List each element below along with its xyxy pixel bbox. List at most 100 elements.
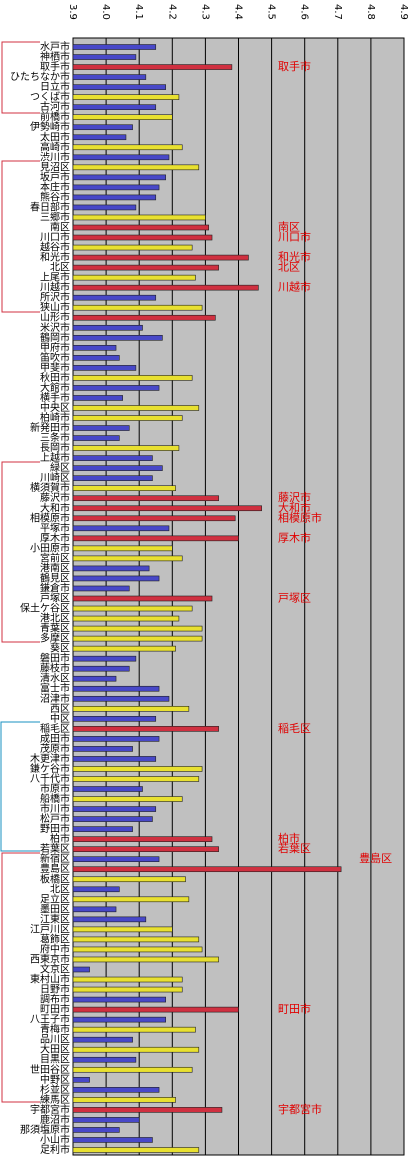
bar [72, 1137, 153, 1143]
bar [72, 224, 210, 231]
y-tick-label: 鹿沼市 [40, 1113, 70, 1126]
x-tick-label: 3.9 [67, 4, 78, 20]
y-tick-label: 新宿区 [40, 852, 70, 865]
bar [72, 365, 137, 371]
y-tick-label: 大和市 [40, 501, 70, 514]
y-tick-label: 見沼区 [40, 160, 70, 173]
y-tick-label: 甲斐市 [40, 361, 70, 374]
bar [72, 425, 130, 431]
y-tick-label: 前橋市 [40, 110, 70, 123]
annotation: 豊島区 [359, 851, 392, 865]
bar [72, 44, 157, 50]
x-tick-label: 4.1 [133, 4, 144, 20]
bar [72, 946, 203, 953]
bar [72, 104, 157, 110]
bar [72, 304, 203, 311]
bar [72, 1066, 193, 1073]
bar [72, 515, 236, 522]
bar [72, 355, 120, 361]
y-tick-label: 川崎区 [40, 471, 70, 484]
annotation: 川越市 [278, 280, 311, 294]
y-tick-label: 練馬区 [40, 1093, 70, 1106]
bar [72, 856, 160, 863]
bar [72, 625, 203, 632]
bar [72, 395, 123, 401]
y-tick-label: 神栖市 [40, 50, 70, 63]
y-tick-label: 品川区 [40, 1034, 70, 1046]
bar [72, 475, 153, 481]
bar [72, 264, 219, 271]
y-tick-label: 笛吹市 [40, 351, 70, 364]
y-tick-label: 藤枝市 [40, 662, 70, 675]
y-tick-label: 中区 [50, 712, 70, 725]
bar [72, 886, 120, 893]
bar [72, 174, 166, 181]
x-tick-label: 4.6 [299, 4, 310, 20]
bar [72, 1006, 239, 1013]
annotation: 稲毛区 [278, 722, 311, 735]
y-tick-label: 横手市 [40, 391, 70, 404]
y-tick-label: 世田谷区 [30, 1064, 70, 1076]
bar [72, 936, 200, 943]
bar [72, 64, 233, 70]
bar [72, 635, 203, 642]
bar [72, 1026, 196, 1033]
bar [72, 545, 173, 552]
y-tick-label: 調布市 [40, 993, 70, 1006]
bar [72, 144, 183, 151]
annotation: 若葉区 [278, 841, 311, 855]
annotation: 南区 [278, 221, 300, 234]
annotation: 取手市 [278, 59, 311, 73]
bar [72, 334, 163, 341]
bar [72, 54, 137, 60]
bar [72, 766, 203, 772]
y-tick-label: 大館市 [40, 381, 70, 394]
y-tick-label: 目黒区 [40, 1054, 70, 1066]
y-tick-label: 多摩区 [40, 632, 70, 645]
y-tick-label: 野田市 [40, 822, 70, 835]
y-tick-label: 狭山市 [40, 301, 70, 314]
bar [72, 1076, 90, 1083]
y-tick-label: 山形市 [40, 311, 70, 324]
y-tick-label: 緑区 [50, 461, 70, 474]
y-tick-label: 太田市 [40, 130, 70, 143]
bar [72, 906, 117, 913]
bar [72, 605, 193, 612]
y-tick-label: 本庄市 [40, 180, 70, 193]
y-tick-label: 甲府市 [40, 341, 70, 354]
bar [72, 866, 342, 873]
bar [72, 525, 170, 532]
y-tick-label: 北区 [50, 262, 70, 274]
bar [72, 595, 213, 602]
y-tick-label: 葵区 [50, 643, 70, 655]
y-tick-label: 古河市 [40, 100, 70, 113]
y-tick-label: 中野区 [40, 1073, 70, 1086]
y-tick-label: 新発田市 [30, 421, 70, 434]
bar [72, 184, 160, 191]
bar [72, 535, 239, 542]
y-tick-label: 船橋市 [40, 792, 70, 805]
annotation: 北区 [278, 261, 300, 274]
bar [72, 385, 160, 391]
bar [72, 565, 150, 572]
bar [72, 966, 90, 973]
y-tick-label: 市原市 [40, 782, 70, 795]
bar [72, 916, 147, 923]
bar [72, 585, 130, 592]
y-tick-label: 江東区 [40, 912, 70, 925]
bar [72, 876, 186, 883]
annotation: 宇都宮市 [278, 1102, 322, 1116]
y-tick-label: 豊島区 [40, 862, 70, 875]
bar [72, 736, 160, 742]
bar [72, 986, 183, 993]
annotation: 川口市 [278, 230, 311, 244]
bar [72, 415, 183, 421]
y-tick-label: 港北区 [40, 613, 70, 625]
y-tick-label: 南区 [50, 221, 70, 234]
bar [72, 846, 219, 852]
y-tick-label: 足利市 [40, 1143, 70, 1156]
y-tick-label: 板橋区 [40, 872, 70, 885]
y-tick-label: 沼津市 [40, 692, 70, 705]
bar [72, 244, 193, 251]
